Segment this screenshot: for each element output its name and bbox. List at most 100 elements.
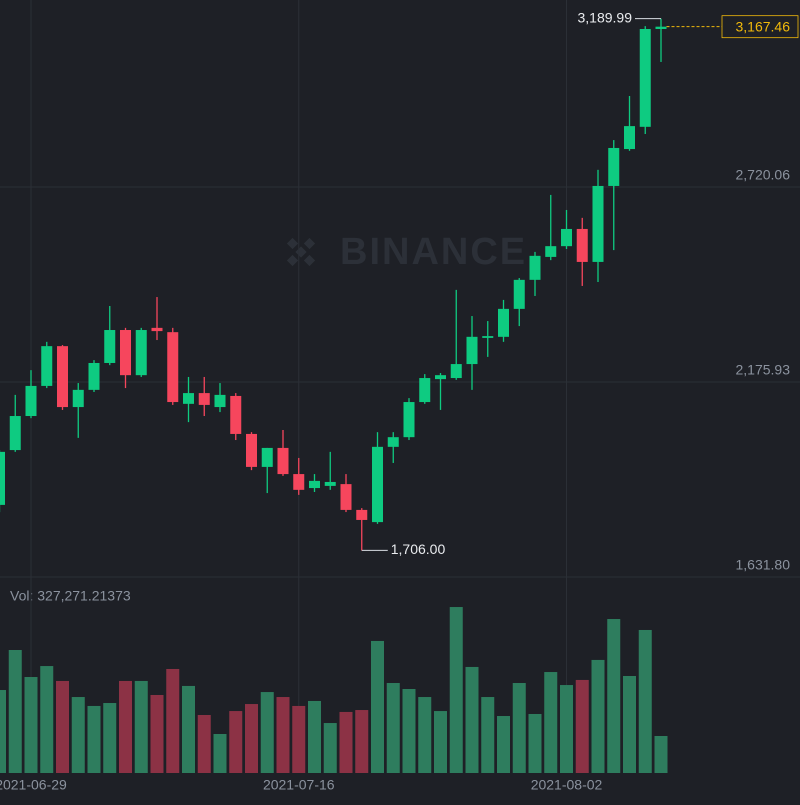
- volume-bar: [386, 683, 400, 773]
- volume-bar: [575, 679, 589, 773]
- candle-body: [372, 446, 383, 523]
- volume-bar: [150, 694, 164, 773]
- last-price-label: 3,167.46: [736, 18, 791, 34]
- watermark-text: BINANCE: [340, 231, 527, 273]
- volume-bar: [560, 685, 573, 773]
- candle-body: [0, 451, 5, 505]
- volume-bar: [276, 697, 290, 773]
- candle-body: [230, 395, 242, 434]
- candle-body: [356, 509, 368, 520]
- candle-body: [450, 364, 462, 379]
- candle-body: [561, 228, 572, 247]
- watermark: BINANCE: [286, 231, 527, 273]
- volume-bar: [103, 703, 117, 773]
- volume-bar: [355, 710, 369, 773]
- volume-bar: [623, 675, 636, 773]
- volume-bar: [591, 659, 605, 773]
- candle-body: [545, 246, 557, 257]
- volume-bar: [56, 680, 69, 773]
- volume-bar: [402, 688, 416, 773]
- volume-bar: [544, 672, 558, 773]
- volume-bar: [497, 716, 510, 773]
- candle-body: [277, 447, 289, 475]
- x-tick-label: 2021-06-29: [0, 777, 67, 793]
- candle-body: [104, 330, 116, 363]
- candle-body: [639, 28, 651, 127]
- candle-body: [655, 26, 667, 29]
- volume-bar: [0, 690, 6, 773]
- candle-body: [435, 375, 446, 380]
- candle-body: [25, 385, 37, 417]
- x-tick-label: 2021-08-02: [531, 777, 603, 793]
- low-label: 1,706.00: [391, 541, 446, 557]
- volume-bar: [71, 697, 85, 773]
- candle-body: [498, 308, 509, 337]
- volume-bar: [134, 680, 148, 773]
- candle-body: [151, 327, 163, 332]
- candle-body: [513, 279, 525, 309]
- candle-body: [340, 484, 352, 510]
- volume-bar: [449, 607, 463, 773]
- candle-body: [293, 474, 305, 490]
- candle-body: [135, 330, 147, 376]
- candle-body: [419, 378, 431, 403]
- candle-body: [608, 147, 620, 186]
- volume-bar: [481, 697, 495, 773]
- candle-body: [214, 394, 226, 408]
- volume-bar: [119, 680, 132, 773]
- candle-body: [88, 362, 100, 390]
- volume-bar: [213, 733, 227, 773]
- candle-body: [309, 480, 320, 489]
- volume-bar: [465, 666, 479, 773]
- candle-body: [167, 332, 179, 403]
- volume-bar: [24, 677, 38, 773]
- volume-bar: [8, 649, 22, 773]
- volume-bar: [339, 711, 353, 773]
- volume-bar: [229, 711, 243, 773]
- volume-bar: [260, 692, 274, 773]
- candle-body: [72, 389, 84, 408]
- candle-body: [482, 336, 494, 338]
- volume-bar: [40, 666, 54, 773]
- volume-bar: [434, 711, 447, 773]
- candle-body: [529, 255, 541, 280]
- candle-body: [246, 433, 257, 467]
- x-tick-label: 2021-07-16: [263, 777, 335, 793]
- volume-bar: [197, 715, 211, 773]
- volume-bar: [292, 705, 306, 773]
- candle-body: [183, 393, 194, 404]
- candle-body: [387, 437, 399, 447]
- volume-bar: [323, 723, 337, 773]
- candle-body: [57, 346, 68, 408]
- watermark-logo: [286, 237, 316, 267]
- y-tick-label: 2,175.93: [736, 362, 791, 378]
- volume-bar: [528, 713, 542, 773]
- volume-bar: [607, 619, 621, 773]
- candle-body: [592, 185, 604, 262]
- volume-bar: [371, 640, 384, 773]
- volume-bar: [418, 697, 432, 773]
- candle-body: [324, 481, 336, 486]
- y-tick-label: 1,631.80: [736, 557, 791, 573]
- y-tick-label: 2,720.06: [736, 167, 791, 183]
- volume-bar: [638, 629, 652, 773]
- candle-body: [466, 336, 478, 365]
- candle-body: [120, 330, 131, 376]
- volume-bar: [245, 704, 258, 773]
- candle-body: [9, 416, 21, 451]
- candle-body: [624, 126, 635, 150]
- candle-body: [403, 402, 415, 438]
- candle-body: [41, 346, 53, 386]
- candle-body: [261, 447, 273, 467]
- volume-bar: [87, 705, 101, 773]
- volume-label: Vol: 327,271.21373: [10, 588, 131, 604]
- volume-bar: [654, 735, 668, 773]
- high-label: 3,189.99: [578, 9, 633, 25]
- volume-bar: [182, 685, 195, 773]
- candle-body: [198, 393, 210, 405]
- volume-bar: [308, 700, 321, 773]
- candle-body: [576, 228, 588, 262]
- last-price-box: [721, 15, 799, 39]
- volume-bar: [166, 668, 180, 773]
